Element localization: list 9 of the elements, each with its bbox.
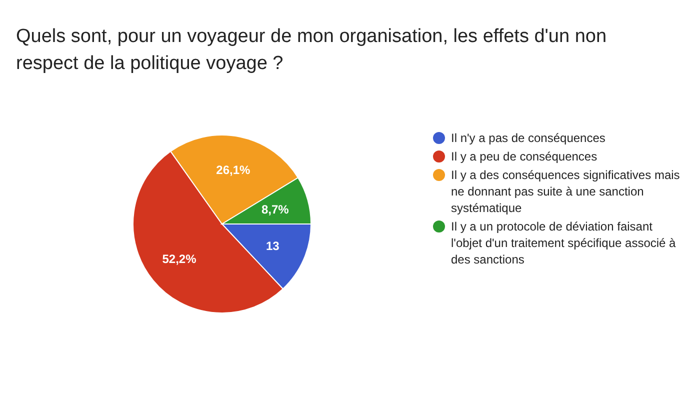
chart-title: Quels sont, pour un voyageur de mon organisation, les effets d'un non respect de la politique voyage ? — [16, 26, 607, 74]
legend-label: Il y a peu de conséquences — [451, 150, 598, 164]
legend-label: Il y a un protocole de déviation faisant l'objet d'un traitement spécifique associé à des sanctions — [451, 220, 676, 267]
legend-label: Il y a des conséquences significatives mais ne donnant pas suite à une sanction systématique — [451, 168, 680, 216]
data-label: 13 — [266, 239, 280, 254]
data-label: 52,2% — [162, 252, 197, 266]
data-label: 8,7% — [261, 202, 290, 216]
data-label: 26,1% — [216, 163, 251, 178]
legend-label: Il n'y a pas de conséquences — [451, 131, 606, 146]
